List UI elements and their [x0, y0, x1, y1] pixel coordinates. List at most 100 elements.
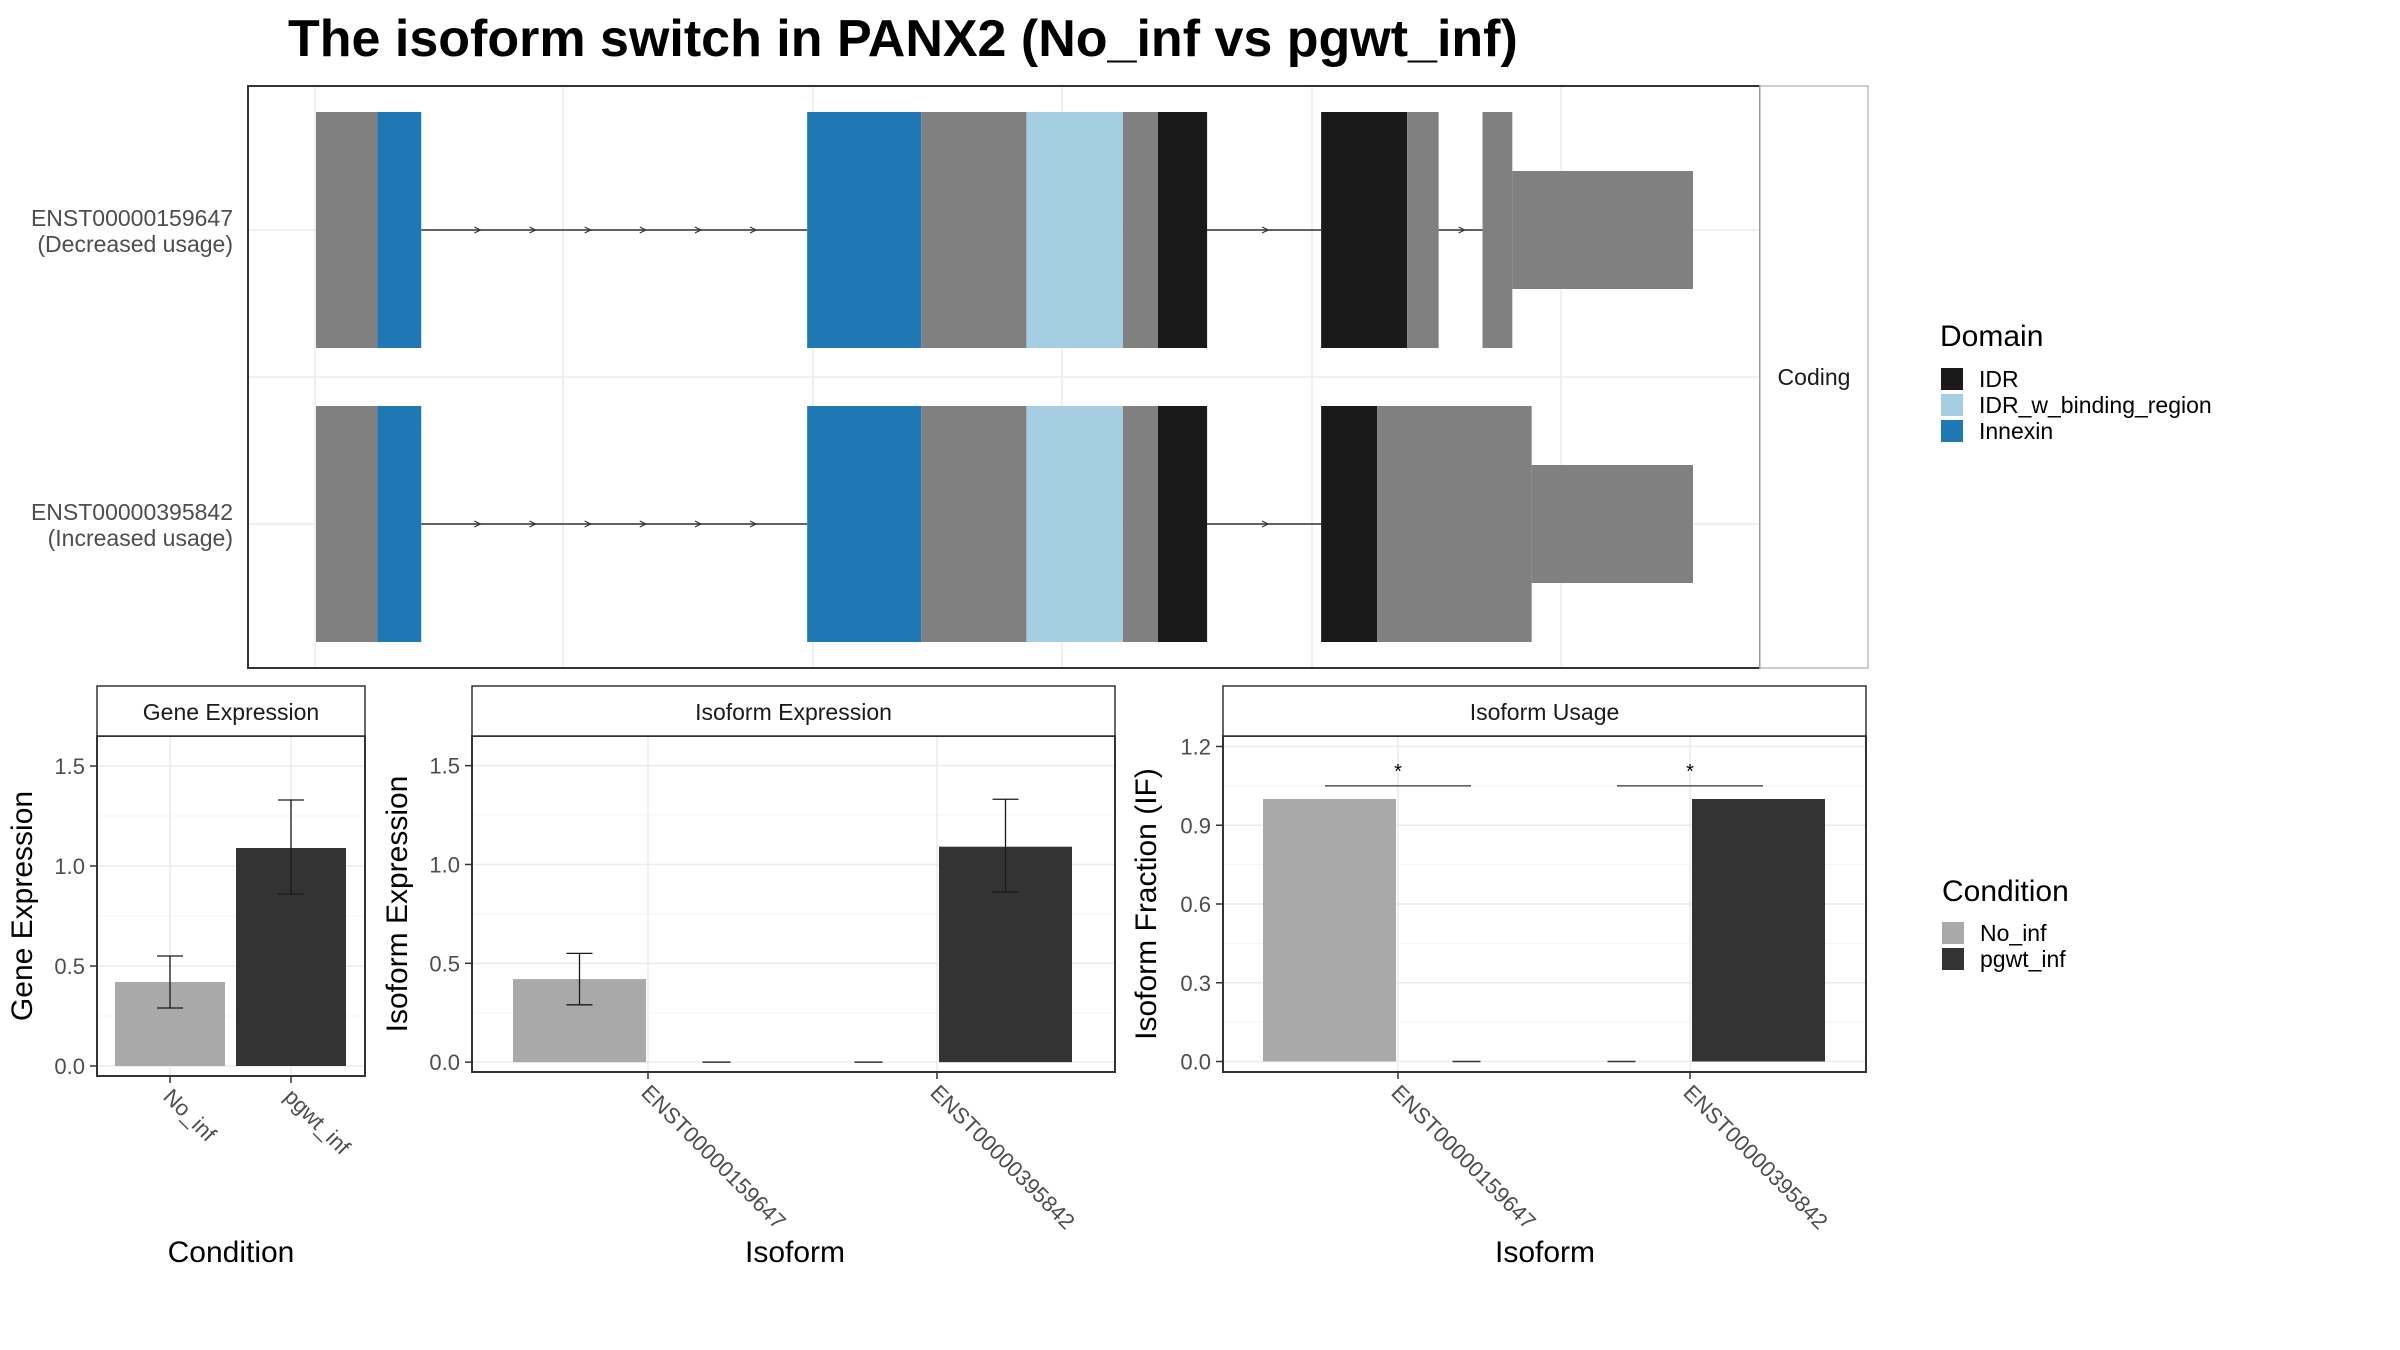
condition-legend-label: pgwt_inf — [1980, 946, 2066, 972]
intron-arrow — [1261, 520, 1270, 528]
intron-arrow — [584, 226, 592, 234]
panel-strip — [1222, 685, 1867, 737]
y-tick-label: 0.3 — [1180, 971, 1211, 996]
exon-other — [1122, 112, 1158, 348]
y-tick-label: 0.0 — [429, 1050, 460, 1075]
y-tick-label: 0.5 — [54, 954, 85, 979]
intron-arrow — [529, 520, 537, 528]
strip-label-coding: Coding — [1778, 364, 1851, 390]
expression-panels: Gene Expression 0.0 0.5 1.0 1.5 No_inf pgwt_in… — [6, 685, 1867, 1269]
domain-legend-swatch — [1941, 420, 1963, 442]
exon-innexin — [377, 112, 422, 348]
isoform-track — [316, 112, 1693, 348]
y-axis-title: Isoform Expression — [381, 776, 414, 1033]
y-tick-label: 0.5 — [429, 951, 460, 976]
y-tick-label: 0.0 — [54, 1054, 85, 1079]
exon-idr — [1321, 112, 1408, 348]
y-tick-label: 0.0 — [1180, 1050, 1211, 1075]
y-tick-label: 1.0 — [54, 854, 85, 879]
exon-other — [921, 406, 1027, 642]
domain-legend-title: Domain — [1940, 320, 2043, 353]
intron-arrow — [1261, 226, 1270, 234]
intron-arrow — [639, 520, 648, 528]
exon-other — [1407, 112, 1439, 348]
panel-strip-label: Gene Expression — [143, 699, 319, 725]
intron-arrow — [749, 520, 758, 528]
domain-legend-label: IDR — [1979, 366, 2019, 392]
y-tick-label: 0.9 — [1180, 813, 1211, 838]
isoform-label: ENST00000395842 — [31, 499, 233, 525]
bar-no-inf — [1263, 799, 1396, 1062]
gene-structure-panel: ENST00000159647(Decreased usage) ENST0000… — [31, 85, 1869, 669]
condition-legend-swatch — [1942, 922, 1964, 944]
bar-panel-isoform-usage: * * Isoform Usage 0.0 0.3 0.6 0.9 1.2 ENST000001… — [1130, 685, 1867, 1269]
structure-strip — [1759, 85, 1869, 669]
bar-panel-isoform-expression: Isoform Expression 0.0 0.5 1.0 1.5 ENST000001… — [381, 685, 1116, 1269]
bar-panel-gene-expression: Gene Expression 0.0 0.5 1.0 1.5 No_inf pgwt_in… — [6, 685, 366, 1269]
exon-innexin — [807, 112, 922, 348]
exon-idr-w-binding-region — [1026, 112, 1123, 348]
panel-strip — [471, 685, 1116, 737]
intron-arrow — [694, 226, 703, 234]
y-tick-label: 1.0 — [429, 852, 460, 877]
domain-legend-swatch — [1941, 394, 1963, 416]
domain-legend-label: IDR_w_binding_region — [1979, 392, 2212, 418]
panel-strip-label: Isoform Expression — [695, 699, 892, 725]
figure-title: The isoform switch in PANX2 (No_inf vs p… — [288, 10, 1518, 68]
exon-innexin — [807, 406, 922, 642]
isoform-usage-label: (Increased usage) — [48, 525, 233, 551]
y-tick-label: 0.6 — [1180, 892, 1211, 917]
x-axis-title: Isoform — [745, 1236, 845, 1269]
condition-legend-title: Condition — [1942, 875, 2069, 908]
x-tick-label: No_inf — [158, 1084, 221, 1147]
intron-arrow — [749, 226, 758, 234]
y-axis-title: Isoform Fraction (IF) — [1130, 768, 1163, 1040]
exon-idr — [1157, 406, 1208, 642]
y-tick-label: 1.5 — [54, 754, 85, 779]
intron-arrow — [639, 226, 648, 234]
exon-other — [1482, 112, 1513, 348]
intron-arrow — [474, 226, 482, 234]
y-tick-label: 1.5 — [429, 754, 460, 779]
panel-strip — [96, 685, 366, 737]
x-tick-label: ENST00000395842 — [925, 1080, 1079, 1234]
y-axis-title: Gene Expression — [6, 791, 39, 1021]
significance-label: * — [1394, 761, 1402, 783]
exon-other — [316, 112, 378, 348]
exon-other — [921, 112, 1027, 348]
isoform-usage-label: (Decreased usage) — [37, 231, 233, 257]
condition-legend-label: No_inf — [1980, 920, 2047, 946]
exon-idr — [1321, 406, 1378, 642]
intron-arrow — [584, 520, 592, 528]
x-axis-title: Isoform — [1495, 1236, 1595, 1269]
exon-other — [1531, 465, 1693, 583]
isoform-label: ENST00000159647 — [31, 205, 233, 231]
domain-legend-label: Innexin — [1979, 418, 2053, 444]
x-tick-label: ENST00000395842 — [1678, 1080, 1832, 1234]
exon-other — [1122, 406, 1158, 642]
x-tick-label: ENST00000159647 — [1386, 1080, 1540, 1234]
x-tick-label: pgwt_inf — [279, 1084, 355, 1160]
x-tick-label: ENST00000159647 — [636, 1080, 790, 1234]
domain-legend-swatch — [1941, 368, 1963, 390]
panel-strip-label: Isoform Usage — [1470, 699, 1620, 725]
intron-arrow — [474, 520, 482, 528]
intron-arrow — [694, 520, 703, 528]
bar-pgwt-inf — [1692, 799, 1825, 1062]
intron-arrow — [1458, 226, 1466, 234]
intron-arrow — [529, 226, 537, 234]
significance-label: * — [1686, 761, 1694, 783]
exon-idr — [1157, 112, 1208, 348]
x-axis-title: Condition — [168, 1236, 295, 1269]
isoform-track — [316, 406, 1693, 642]
exon-other — [1377, 406, 1532, 642]
exon-innexin — [377, 406, 422, 642]
condition-legend-swatch — [1942, 948, 1964, 970]
exon-other — [316, 406, 378, 642]
exon-other — [1512, 171, 1693, 289]
y-tick-label: 1.2 — [1180, 735, 1211, 760]
